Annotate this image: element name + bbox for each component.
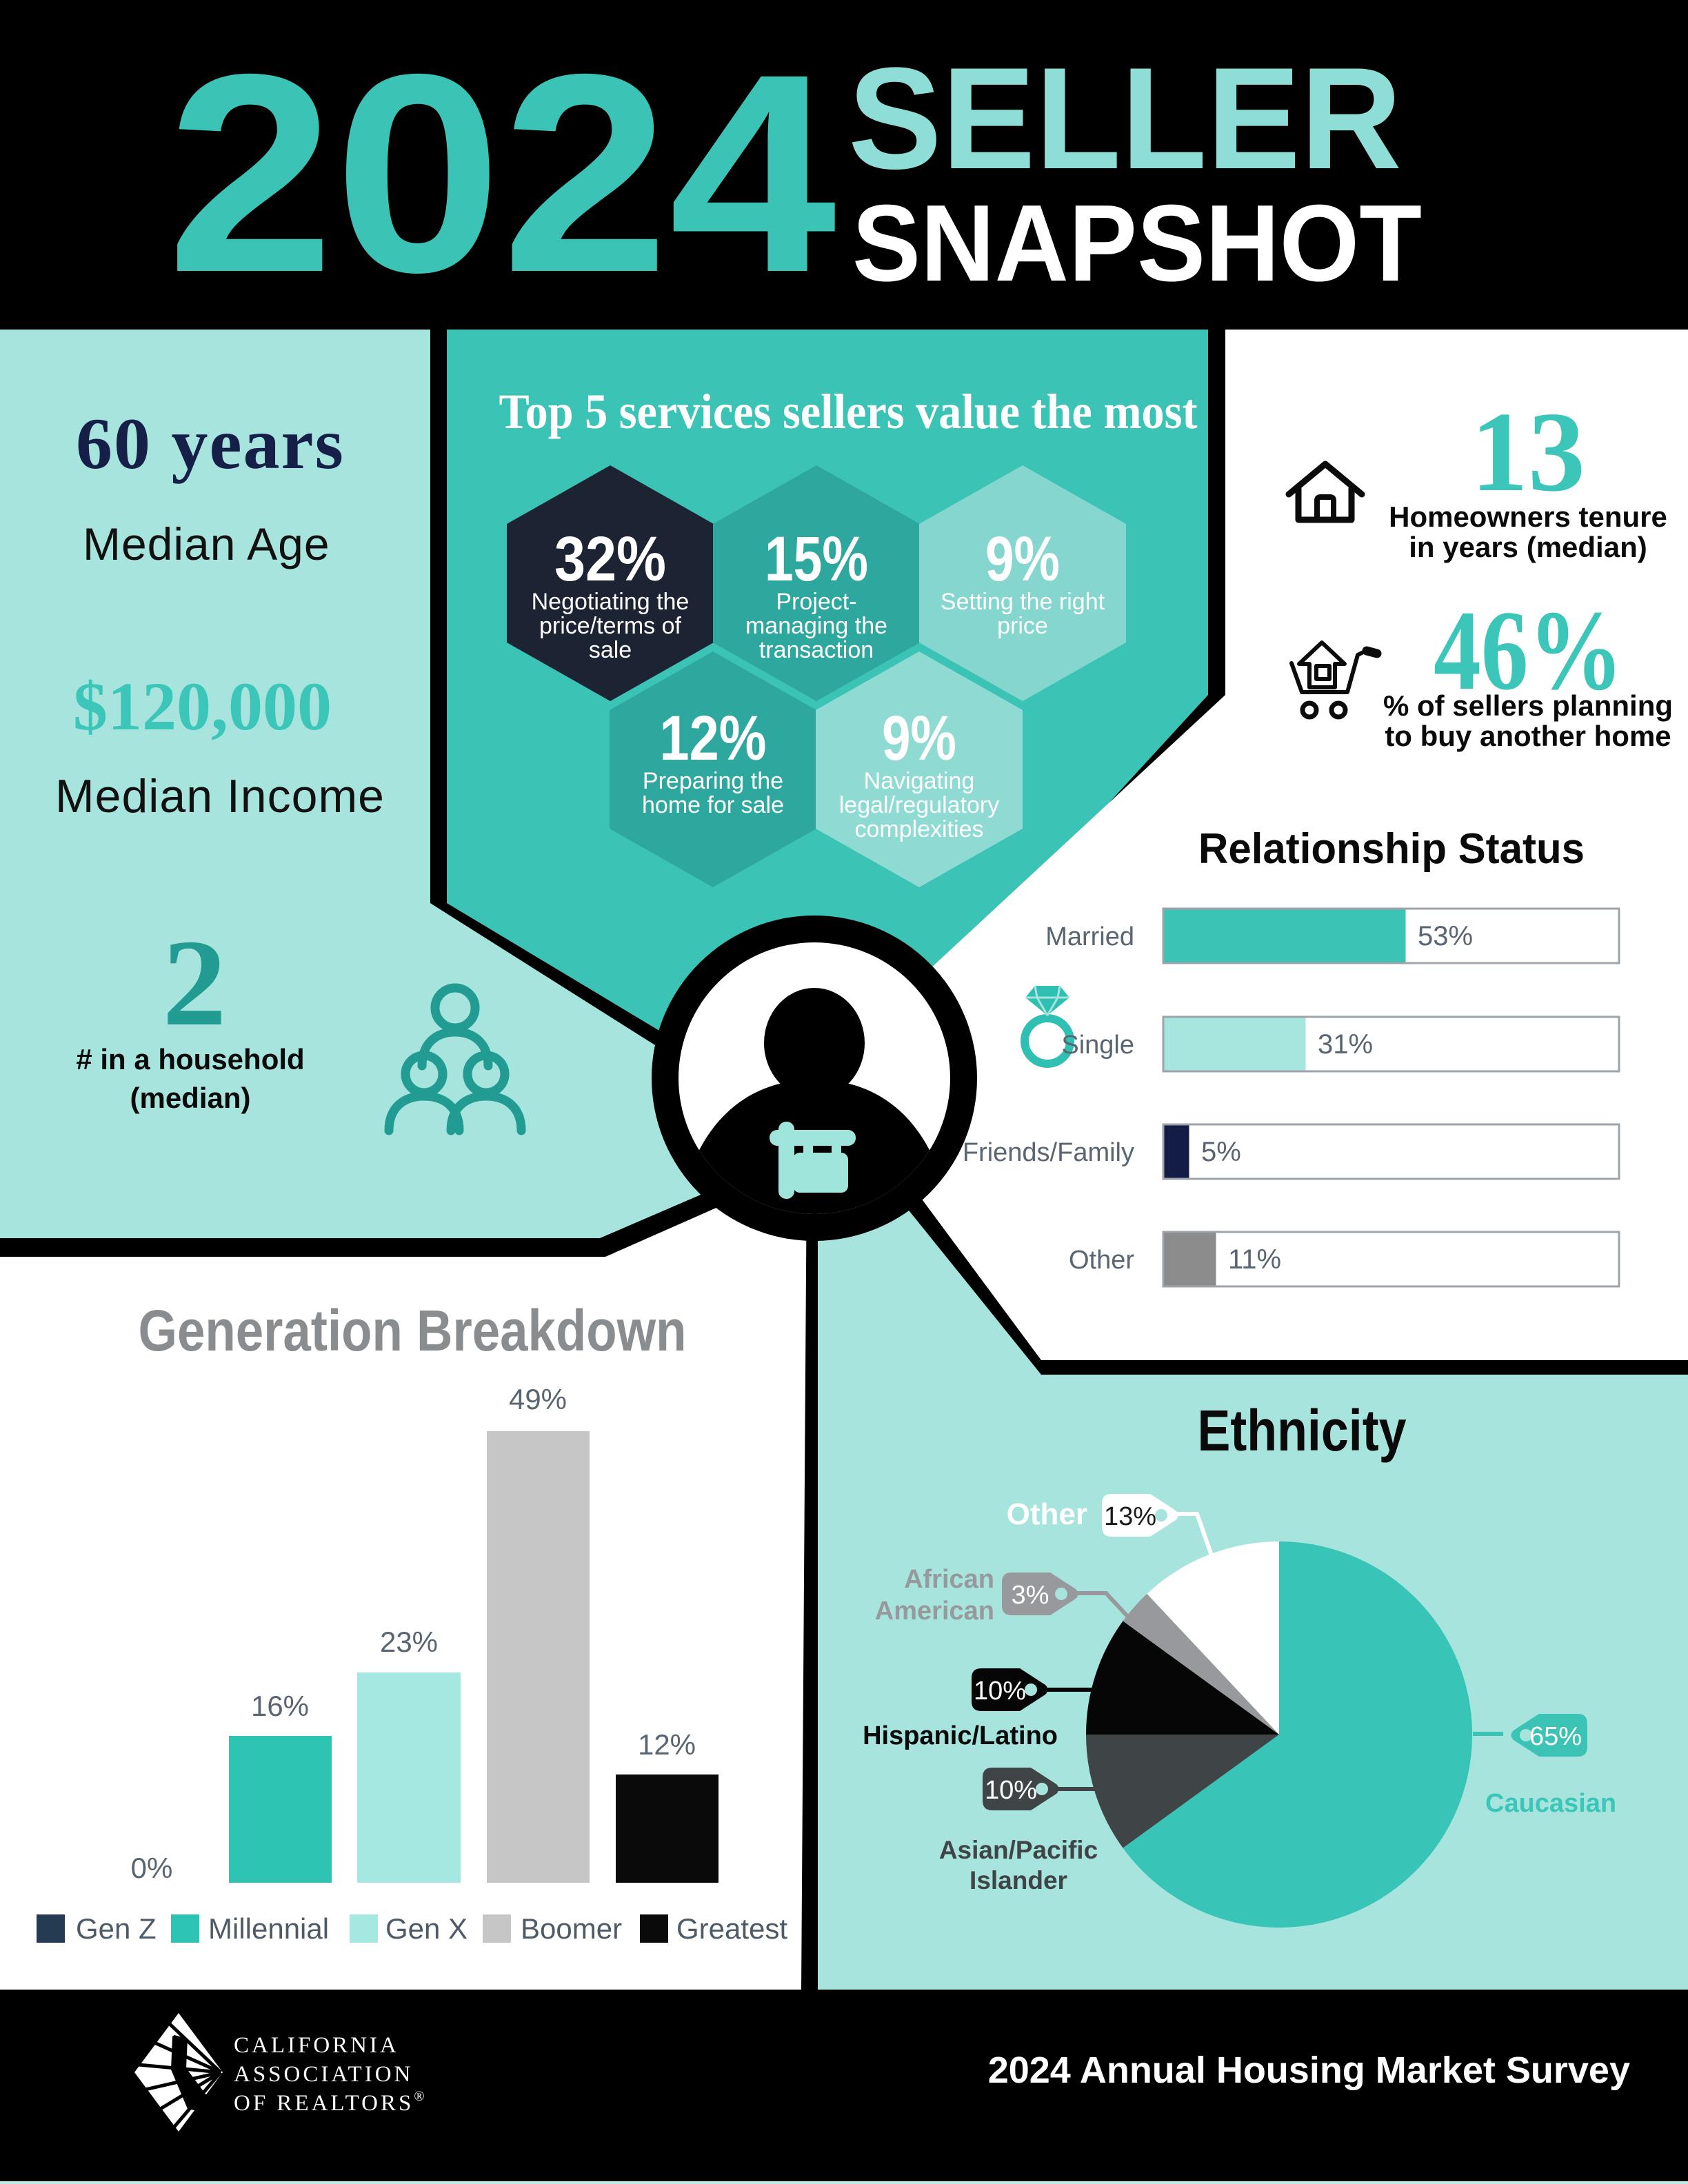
svg-text:10%: 10%	[985, 1776, 1037, 1805]
svg-text:12%: 12%	[660, 703, 767, 774]
svg-text:3%: 3%	[1012, 1581, 1049, 1610]
svg-text:Median Income: Median Income	[55, 770, 385, 822]
svg-text:16%: 16%	[251, 1690, 309, 1722]
svg-text:Islander: Islander	[969, 1866, 1067, 1894]
svg-text:Friends/Family: Friends/Family	[963, 1138, 1134, 1167]
svg-text:SNAPSHOT: SNAPSHOT	[852, 183, 1422, 304]
svg-text:31%: 31%	[1318, 1029, 1373, 1060]
svg-text:11%: 11%	[1228, 1244, 1281, 1275]
svg-text:Hispanic/Latino: Hispanic/Latino	[863, 1721, 1058, 1750]
svg-text:Ethnicity: Ethnicity	[1198, 1398, 1407, 1463]
svg-text:5%: 5%	[1201, 1137, 1241, 1167]
svg-text:$120,000: $120,000	[73, 668, 332, 745]
svg-text:32%: 32%	[554, 524, 666, 594]
svg-text:Caucasian: Caucasian	[1485, 1789, 1616, 1818]
svg-text:legal/regulatory: legal/regulatory	[839, 792, 999, 818]
svg-text:13%: 13%	[1104, 1502, 1156, 1531]
svg-text:Negotiating the: Negotiating the	[532, 589, 690, 615]
svg-text:9%: 9%	[985, 524, 1060, 594]
svg-text:60 years: 60 years	[76, 403, 345, 484]
svg-text:9%: 9%	[882, 703, 956, 774]
svg-text:Preparing the: Preparing the	[643, 768, 783, 794]
svg-text:Asian/Pacific: Asian/Pacific	[939, 1836, 1098, 1864]
svg-text:African: African	[904, 1565, 994, 1594]
svg-text:SELLER: SELLER	[848, 37, 1402, 199]
svg-text:Other: Other	[1069, 1246, 1134, 1275]
svg-text:2: 2	[163, 914, 227, 1051]
svg-text:Other: Other	[1007, 1497, 1087, 1531]
svg-text:Gen Z: Gen Z	[76, 1912, 157, 1945]
svg-text:Navigating: Navigating	[864, 768, 975, 794]
svg-text:Greatest: Greatest	[676, 1912, 787, 1945]
svg-text:Setting the right: Setting the right	[941, 589, 1105, 615]
svg-text:managing the: managing the	[745, 613, 887, 639]
svg-text:Median Age: Median Age	[83, 518, 330, 569]
svg-text:Millennial: Millennial	[208, 1912, 329, 1945]
svg-text:CALIFORNIA: CALIFORNIA	[234, 2033, 399, 2058]
svg-text:Project-: Project-	[776, 589, 856, 615]
svg-text:53%: 53%	[1418, 921, 1473, 951]
svg-text:Top 5 services sellers value t: Top 5 services sellers value the most	[499, 384, 1198, 439]
svg-text:sale: sale	[589, 637, 632, 663]
svg-text:23%: 23%	[380, 1626, 438, 1658]
svg-text:(median): (median)	[130, 1082, 250, 1114]
svg-text:price: price	[997, 613, 1048, 639]
svg-text:10%: 10%	[974, 1677, 1026, 1706]
svg-text:Boomer: Boomer	[521, 1912, 622, 1945]
svg-text:OF REALTORS®: OF REALTORS®	[234, 2089, 428, 2116]
svg-text:13: 13	[1471, 388, 1585, 515]
svg-text:Relationship Status: Relationship Status	[1198, 825, 1585, 873]
svg-text:% of sellers planning: % of sellers planning	[1383, 689, 1673, 722]
svg-text:2024 Annual Housing Market Sur: 2024 Annual Housing Market Survey	[988, 2050, 1630, 2091]
svg-text:complexities: complexities	[854, 816, 983, 842]
svg-text:0%: 0%	[131, 1852, 173, 1884]
svg-text:Gen X: Gen X	[385, 1912, 468, 1945]
svg-text:American: American	[875, 1597, 994, 1626]
svg-text:transaction: transaction	[759, 637, 874, 663]
svg-text:15%: 15%	[765, 524, 868, 594]
svg-text:Married: Married	[1045, 922, 1134, 951]
svg-text:2024: 2024	[167, 15, 838, 331]
svg-text:12%: 12%	[638, 1728, 696, 1761]
svg-text:in years (median): in years (median)	[1409, 531, 1647, 563]
svg-text:home for sale: home for sale	[642, 792, 784, 818]
svg-text:46%: 46%	[1434, 587, 1623, 714]
svg-text:to buy another home: to buy another home	[1385, 720, 1671, 752]
svg-text:ASSOCIATION: ASSOCIATION	[234, 2062, 413, 2087]
svg-text:# in a household: # in a household	[76, 1043, 304, 1075]
svg-text:Homeowners tenure: Homeowners tenure	[1389, 501, 1667, 533]
svg-text:price/terms of: price/terms of	[539, 613, 681, 639]
svg-text:49%: 49%	[509, 1383, 567, 1415]
svg-text:Single: Single	[1061, 1031, 1134, 1060]
svg-text:Generation Breakdown: Generation Breakdown	[139, 1298, 687, 1363]
svg-text:65%: 65%	[1529, 1722, 1582, 1751]
